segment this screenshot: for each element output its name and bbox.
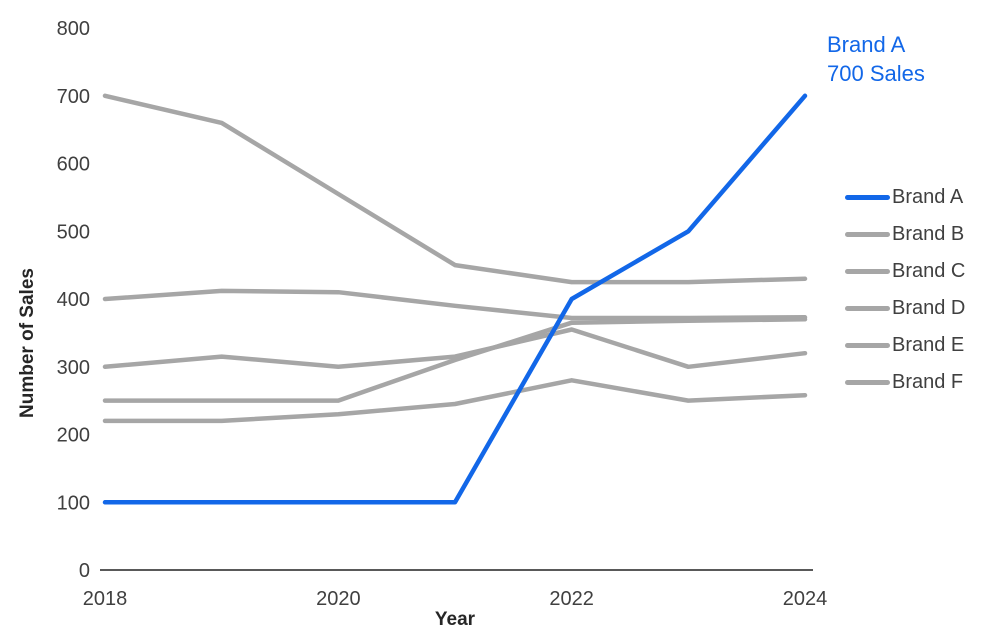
series-line-brand-d [102, 327, 808, 370]
y-tick-label: 0 [79, 560, 90, 582]
legend-swatch [845, 379, 890, 385]
series-line-brand-c [102, 288, 808, 321]
x-tick-label: 2018 [83, 588, 128, 610]
y-tick-label: 700 [57, 86, 90, 108]
legend-label: Brand A [892, 185, 964, 208]
x-axis-title: Year [434, 609, 476, 630]
legend-item-brand-a: Brand A [845, 185, 965, 209]
x-tick-label: 2020 [316, 588, 361, 610]
legend-swatch [845, 342, 890, 348]
y-tick-label: 200 [57, 425, 90, 447]
x-tick-label: 2024 [783, 588, 828, 610]
y-tick-label: 100 [57, 492, 90, 514]
legend-swatch [845, 194, 890, 200]
legend: Brand A Brand B Brand C Brand D Brand E Brand… [845, 185, 965, 394]
series-line-brand-a [102, 93, 808, 505]
legend-item-brand-c: Brand C [845, 259, 965, 283]
legend-item-brand-b: Brand B [845, 222, 965, 246]
series-line-brand-e [102, 317, 808, 403]
y-axis-title: Number of Sales [17, 268, 38, 418]
y-tick-label: 500 [57, 221, 90, 243]
x-tick-label: 2022 [549, 588, 594, 610]
y-tick-label: 400 [57, 289, 90, 311]
legend-label: Brand E [892, 333, 965, 356]
legend-label: Brand B [892, 222, 965, 245]
annotation-value: 700 Sales [827, 61, 925, 86]
annotation-series-name: Brand A [827, 32, 906, 57]
y-tick-label: 800 [57, 18, 90, 40]
legend-item-brand-f: Brand F [845, 370, 965, 394]
legend-label: Brand F [892, 370, 964, 393]
legend-item-brand-e: Brand E [845, 333, 965, 357]
legend-swatch [845, 268, 890, 274]
legend-item-brand-d: Brand D [845, 296, 965, 320]
legend-label: Brand C [892, 259, 966, 282]
y-tick-label: 300 [57, 357, 90, 379]
series-annotation: Brand A 700 Sales [827, 30, 925, 88]
legend-label: Brand D [892, 296, 966, 319]
series-line-brand-b [102, 93, 808, 285]
y-tick-label: 600 [57, 154, 90, 176]
legend-swatch [845, 305, 890, 311]
series-line-brand-f [102, 378, 808, 424]
legend-swatch [845, 231, 890, 237]
